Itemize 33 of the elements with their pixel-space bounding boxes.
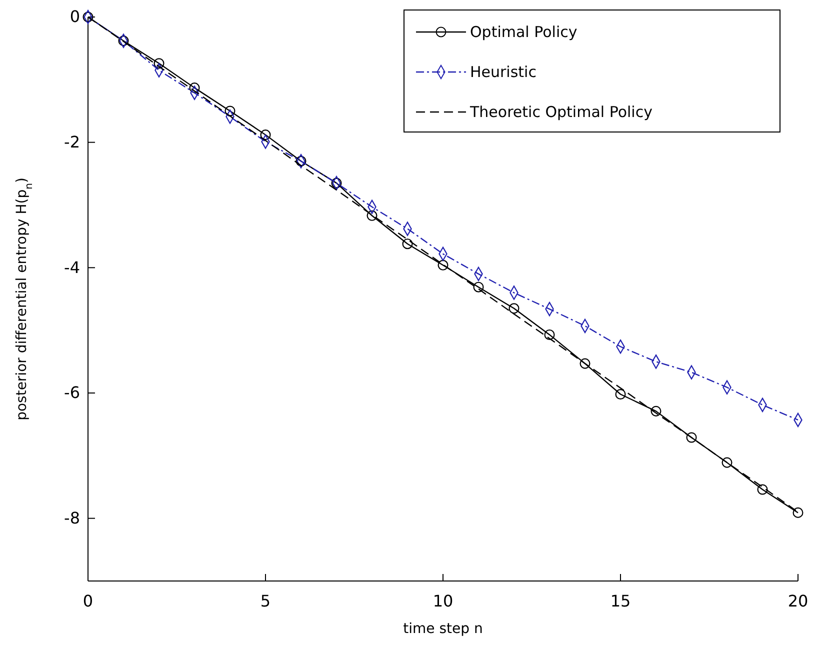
- y-tick-label: 0: [70, 7, 80, 26]
- point: [260, 130, 271, 140]
- point: [296, 156, 306, 166]
- point: [154, 58, 164, 69]
- point: [118, 36, 129, 46]
- x-tick-label: 15: [610, 591, 631, 610]
- point: [580, 358, 590, 369]
- x-tick-label: 5: [260, 591, 271, 610]
- point: [722, 457, 732, 468]
- point: [402, 238, 413, 250]
- x-tick-label: 0: [82, 591, 94, 610]
- point: [438, 260, 448, 270]
- y-tick-label: -2: [64, 132, 80, 152]
- point: [792, 507, 804, 518]
- legend-label: Optimal Policy: [470, 23, 578, 41]
- point: [686, 432, 697, 443]
- point: [544, 329, 555, 340]
- point: [224, 106, 236, 116]
- y-tick-label: -4: [64, 258, 80, 277]
- x-tick-label: 20: [788, 591, 808, 610]
- point: [757, 484, 768, 495]
- y-tick-label: -8: [64, 508, 80, 528]
- y-tick-label: -6: [64, 383, 80, 402]
- point: [189, 82, 200, 94]
- point: [615, 388, 626, 400]
- point: [473, 282, 484, 292]
- x-axis-title: time step n: [403, 621, 483, 637]
- point: [650, 406, 662, 416]
- legend-label: Theoretic Optimal Policy: [469, 103, 653, 121]
- x-tick-label: 10: [432, 591, 454, 610]
- legend-label: Heuristic: [470, 63, 536, 81]
- point: [366, 210, 378, 221]
- point: [508, 303, 520, 314]
